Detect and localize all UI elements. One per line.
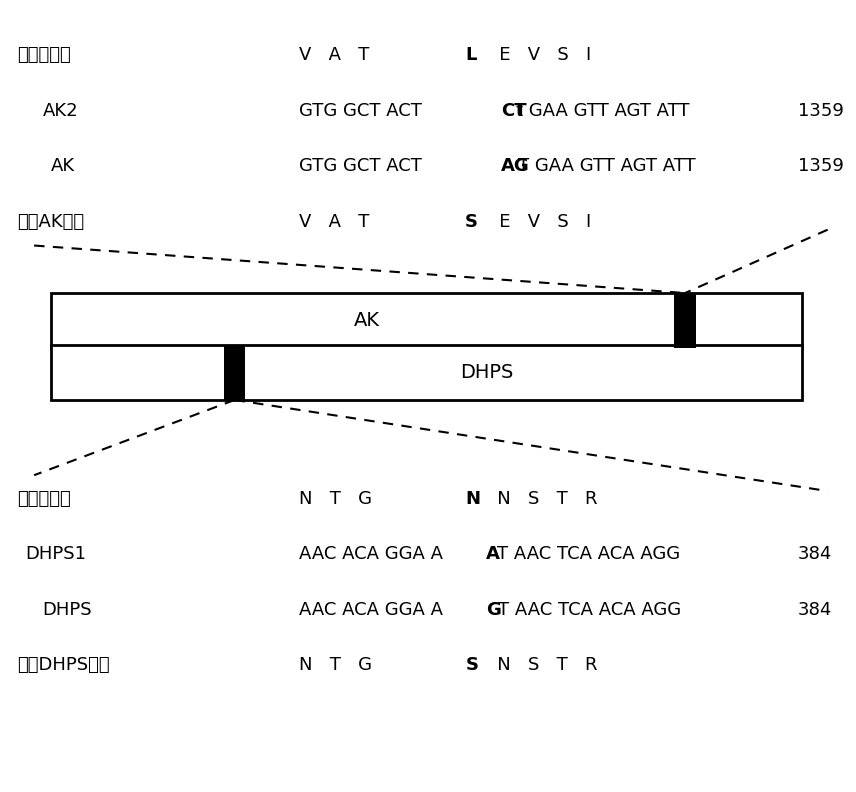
Text: 384: 384 [798, 546, 832, 563]
Text: E   V   S   I: E V S I [482, 213, 591, 230]
Text: CT: CT [501, 102, 526, 120]
Text: DHPS: DHPS [460, 363, 514, 382]
Text: 384: 384 [798, 601, 832, 619]
Text: GTG GCT ACT: GTG GCT ACT [299, 102, 427, 120]
Text: N   T   G: N T G [299, 657, 389, 674]
Text: AG: AG [501, 158, 530, 175]
Text: DHPS1: DHPS1 [26, 546, 86, 563]
Text: G: G [486, 601, 502, 619]
Text: T AAC TCA ACA AGG: T AAC TCA ACA AGG [496, 546, 680, 563]
Text: GTG GCT ACT: GTG GCT ACT [299, 158, 427, 175]
Text: AAC ACA GGA A: AAC ACA GGA A [299, 601, 443, 619]
Text: 水稻AK蛋白: 水稻AK蛋白 [17, 213, 84, 230]
Text: L: L [465, 47, 477, 64]
Text: 修饰后蛋白: 修饰后蛋白 [17, 490, 71, 508]
Text: AK2: AK2 [43, 102, 78, 120]
Text: E   V   S   I: E V S I [482, 47, 591, 64]
Text: DHPS: DHPS [43, 601, 92, 619]
Text: S: S [466, 657, 479, 674]
Text: A: A [486, 546, 500, 563]
Text: 水稻DHPS蛋白: 水稻DHPS蛋白 [17, 657, 110, 674]
FancyBboxPatch shape [51, 345, 802, 400]
Text: 修饰后蛋白: 修饰后蛋白 [17, 47, 71, 64]
Text: T GAA GTT AGT ATT: T GAA GTT AGT ATT [518, 158, 696, 175]
Text: V   A   T: V A T [299, 213, 386, 230]
FancyBboxPatch shape [51, 293, 802, 348]
FancyBboxPatch shape [675, 293, 696, 348]
Text: V   A   T: V A T [299, 47, 386, 64]
Text: t GAA GTT AGT ATT: t GAA GTT AGT ATT [516, 102, 690, 120]
Text: 1359: 1359 [798, 158, 844, 175]
Text: N   T   G: N T G [299, 490, 389, 508]
Text: AAC ACA GGA A: AAC ACA GGA A [299, 546, 443, 563]
Text: AK: AK [51, 158, 75, 175]
Text: N   S   T   R: N S T R [480, 490, 597, 508]
Text: AK: AK [354, 311, 379, 330]
Text: 1359: 1359 [798, 102, 844, 120]
Text: N   S   T   R: N S T R [480, 657, 597, 674]
Text: T AAC TCA ACA AGG: T AAC TCA ACA AGG [498, 601, 681, 619]
Text: S: S [465, 213, 478, 230]
FancyBboxPatch shape [224, 345, 245, 400]
Text: N: N [466, 490, 481, 508]
